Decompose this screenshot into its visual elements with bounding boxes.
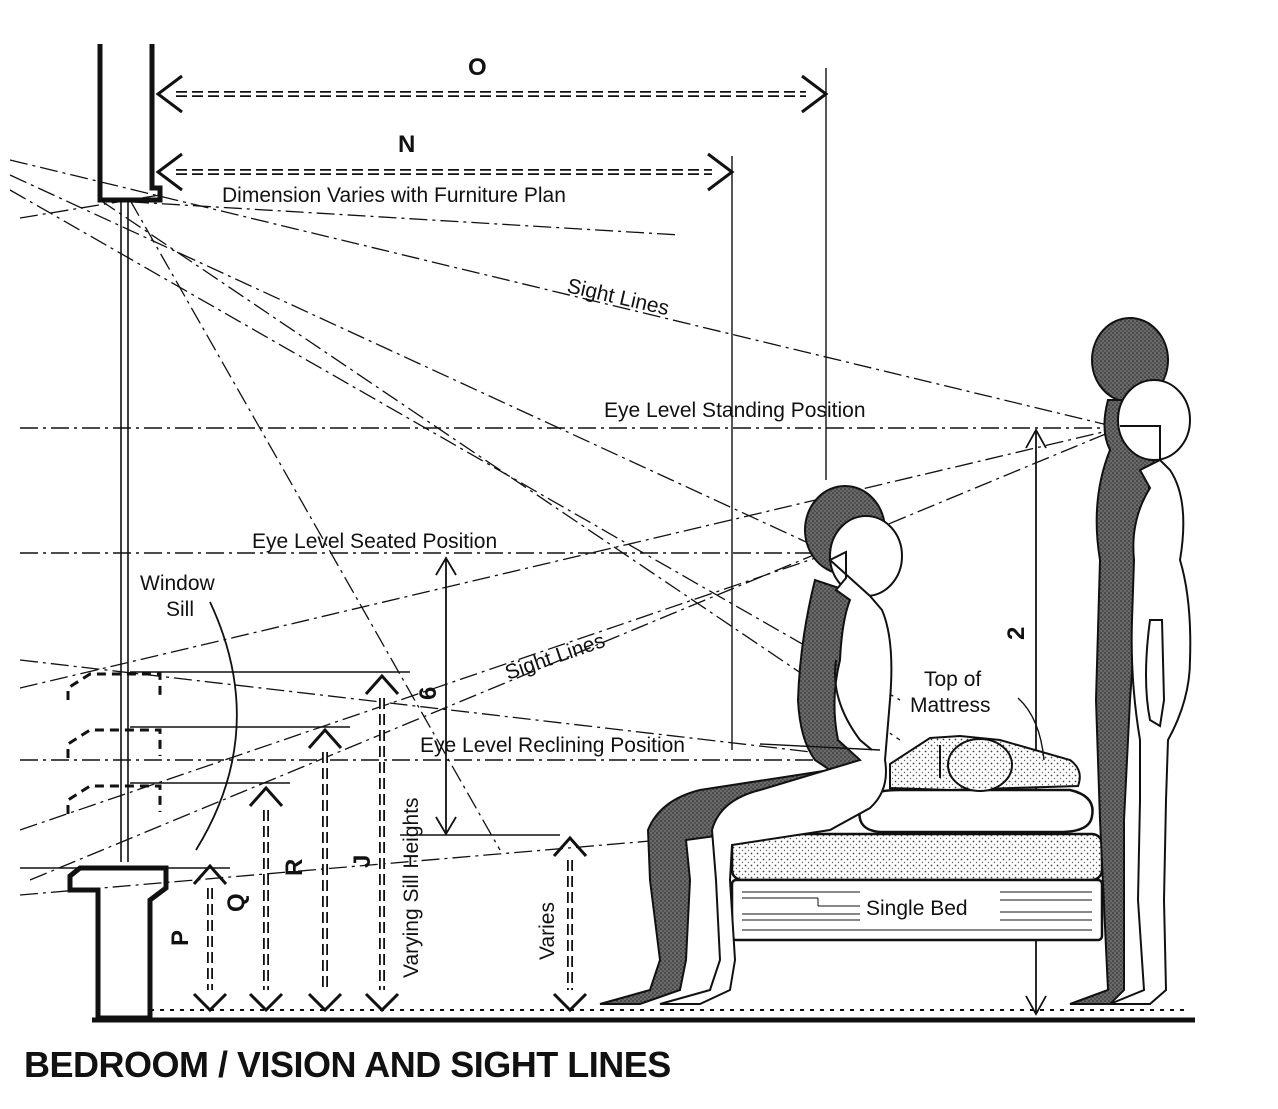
dim-6-label: 6 [415,687,442,700]
dim-varies-arrow [552,835,588,1013]
dim-o-arrow [155,74,829,114]
top-of-label: Top of [924,668,981,691]
single-bed [730,788,1104,942]
dim-q-label: Q [223,893,250,912]
mattress-label: Mattress [910,694,991,717]
diagram-title: BEDROOM / VISION AND SIGHT LINES [24,1044,671,1085]
varies-label: Varies [536,902,559,960]
eye-level-lines [20,427,1120,869]
window-sill-arc [195,601,238,851]
dim-q-arrow [248,785,284,1013]
mattress [730,832,1104,882]
dim-o-label: O [468,54,487,81]
dimension-varies-label: Dimension Varies with Furniture Plan [222,184,566,207]
eye-level-standing-label: Eye Level Standing Position [604,399,866,422]
varying-sill-heights-label: Varying Sill Heights [400,797,423,978]
varying-sill-outlines [66,672,162,814]
eye-level-seated-label: Eye Level Seated Position [252,530,497,553]
window-label: Window [140,572,216,595]
standing-figure-light [1109,379,1192,1005]
eye-level-reclining-label: Eye Level Reclining Position [420,734,685,757]
dim-r-label: R [281,859,308,876]
dim-n-arrow [155,152,735,192]
single-bed-label: Single Bed [866,897,968,920]
dim-p-arrow [192,863,228,1013]
sight-lines [9,159,1121,896]
seated-figure-light [659,515,903,1005]
sill-label: Sill [166,598,194,621]
sight-lines-upper-label: Sight Lines [565,274,671,320]
dim-6-arrow [435,556,457,836]
reclining-figure [889,734,1081,792]
sight-lines-lower-label: Sight Lines [502,629,608,685]
leader-lines [759,697,1045,761]
dim-j-label: J [349,855,376,868]
wall-window-section [67,44,169,1021]
dim-p-label: P [167,930,194,946]
floor-line [92,1009,1195,1023]
dim-r-arrow [307,727,343,1013]
pillow [858,788,1094,834]
dim-n-label: N [398,131,415,158]
dim-j-arrow [364,673,400,1013]
dim-2-label: 2 [1003,627,1030,640]
